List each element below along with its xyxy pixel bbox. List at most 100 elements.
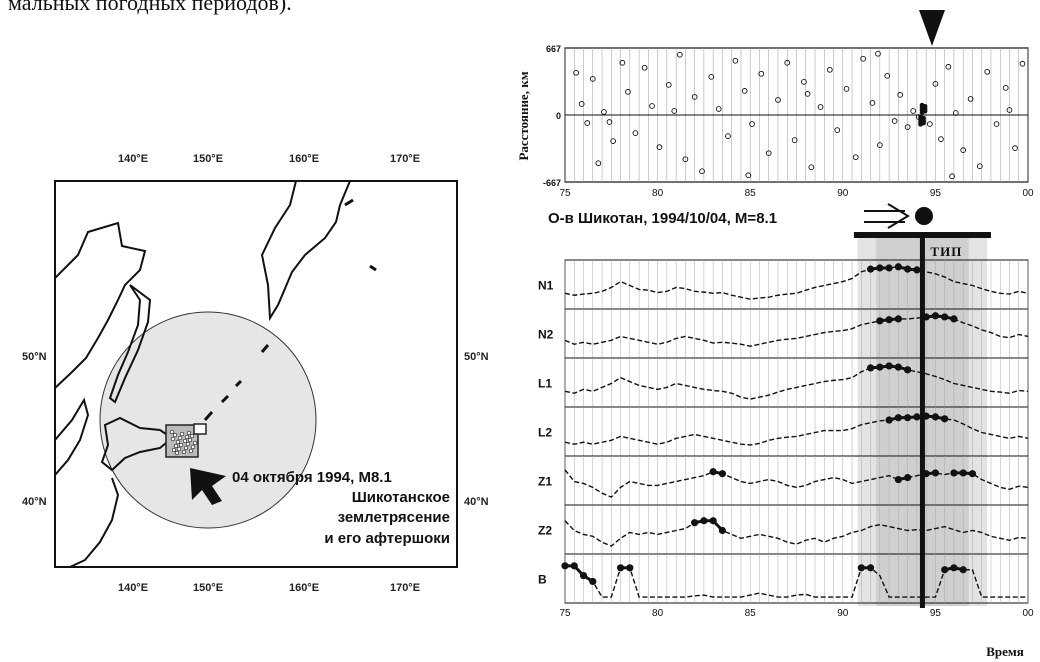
event-pointer-icon: [864, 203, 933, 229]
panel-b: B: [538, 553, 1029, 604]
lat-label-left: 40°N: [22, 496, 47, 508]
map-aftershock-point: [186, 430, 192, 436]
series-highlight-point: [904, 265, 912, 273]
map-panel: 140°E 150°E 160°E 170°E 140°E 150°E 160°…: [22, 153, 489, 594]
scatter-point: [641, 64, 648, 71]
line-xtick-label: 85: [745, 608, 757, 619]
scatter-point: [932, 81, 939, 87]
scatter-point: [826, 66, 833, 73]
series-highlight-point: [616, 564, 625, 572]
series-highlight-point: [894, 414, 902, 422]
lon-label-top: 140°E: [118, 153, 148, 165]
lat-label-left: 50°N: [22, 351, 47, 363]
scatter-point: [926, 121, 933, 127]
scatter-point: [952, 110, 959, 116]
epicenter-marker: [193, 423, 207, 435]
series-highlight-point: [876, 264, 884, 272]
map-aftershock-point: [175, 439, 181, 445]
x-axis-title: Время: [986, 644, 1024, 659]
commander-islands: [344, 198, 377, 272]
map-aftershock-point: [189, 433, 195, 439]
scatter-point: [949, 173, 955, 180]
series-highlight-point: [885, 416, 893, 424]
series-highlight-point: [857, 564, 865, 572]
scatter-point: [817, 104, 824, 110]
map-aftershock-point: [177, 435, 183, 441]
series-highlight-point: [894, 315, 902, 323]
scatter-point: [715, 106, 722, 112]
line-xtick-label: 00: [1022, 608, 1034, 619]
scatter-point: [578, 101, 585, 107]
scatter-point: [573, 69, 579, 76]
scatter-point: [649, 103, 655, 109]
line-xtick-label: 80: [652, 608, 664, 619]
series-highlight-point: [894, 475, 902, 484]
scatter-point: [976, 163, 983, 170]
lon-label-top: 150°E: [193, 153, 223, 165]
scatter-point: [918, 121, 923, 127]
scatter-point: [699, 168, 705, 175]
series-highlight-point: [904, 474, 912, 482]
lon-label-top: 170°E: [390, 153, 420, 165]
scatter-point: [945, 63, 952, 70]
map-aftershock-point: [172, 432, 178, 438]
lon-label-top: 160°E: [289, 153, 319, 165]
series-highlight-point: [885, 362, 893, 370]
event-arrow-icon: [190, 468, 226, 505]
series-highlight-point: [931, 312, 940, 320]
series-line: [564, 266, 1029, 300]
scatter-ylabel: Расстояние, км: [516, 71, 531, 160]
scatter-point: [843, 86, 850, 92]
scatter-point: [876, 142, 883, 148]
series-highlight-point: [876, 363, 884, 371]
series-label: N2: [538, 328, 554, 342]
scatter-point: [860, 55, 867, 62]
scatter-point: [919, 102, 925, 108]
map-aftershocks: [169, 429, 198, 456]
scatter-ytick-label: 0: [556, 111, 561, 121]
series-highlight-point: [709, 468, 717, 476]
panel-n1: N1: [538, 259, 1029, 310]
series-highlight-point: [913, 266, 921, 274]
lat-label-right: 40°N: [464, 496, 489, 508]
scatter-ytick-label: -667: [543, 178, 561, 188]
map-aftershock-point: [169, 429, 175, 435]
influence-circle: [99, 311, 317, 529]
scatter-point: [758, 70, 765, 77]
scatter-point: [960, 147, 967, 154]
lon-label-bottom: 150°E: [193, 582, 223, 594]
tip-label: ТИП: [930, 244, 962, 259]
scatter-point: [801, 79, 807, 85]
scatter-xtick-label: 75: [559, 188, 571, 199]
series-highlight: [694, 519, 724, 532]
coastline-kamchatka: [260, 181, 351, 322]
scatter-xtick-label: 80: [652, 188, 664, 199]
scatter-point: [725, 133, 731, 139]
event-marker-icon: [919, 10, 945, 46]
scatter-point: [904, 124, 911, 130]
coastline-asia: [55, 397, 90, 476]
map-aftershock-point: [182, 438, 188, 444]
series-highlight-point: [941, 313, 949, 321]
coastline-honshu: [69, 477, 120, 567]
scatter-xtick-label: 85: [745, 188, 757, 199]
scatter-point: [682, 156, 689, 163]
scatter-point: [619, 59, 626, 66]
scatter-ytick-label: 667: [546, 44, 561, 54]
scatter-point: [808, 164, 815, 171]
series-highlight: [925, 314, 955, 321]
series-label: Z1: [538, 475, 552, 489]
series-highlight-point: [950, 469, 958, 477]
series-highlight-point: [570, 562, 578, 570]
scatter-point: [606, 119, 613, 125]
scatter-point: [938, 136, 944, 142]
line-xtick-label: 95: [930, 608, 942, 619]
map-aftershock-point: [170, 436, 176, 442]
lon-label-bottom: 170°E: [390, 582, 420, 594]
series-line: [564, 520, 1029, 547]
scatter-point: [1006, 107, 1013, 113]
series-highlight-point: [931, 469, 940, 477]
lon-label-bottom: 140°E: [118, 582, 148, 594]
map-annotation-line: и его афтершоки: [324, 530, 450, 547]
scatter-point: [595, 160, 602, 167]
